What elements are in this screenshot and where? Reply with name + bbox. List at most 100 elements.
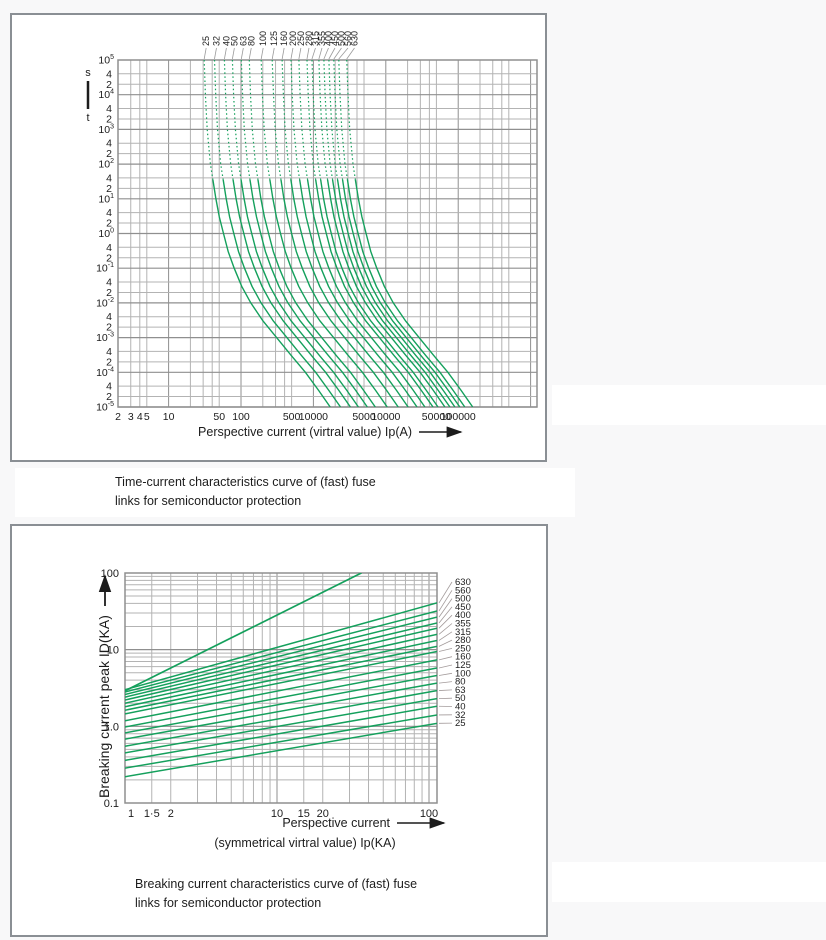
rating-label-80: 80 — [455, 677, 466, 688]
fuse-curve-500 — [341, 179, 461, 407]
fuse-curve-125 — [280, 179, 399, 407]
curve-label-80: 80 — [246, 36, 256, 46]
rating-label-32: 32 — [455, 710, 466, 721]
curve-label-450: 450 — [330, 31, 340, 46]
peak-reference-line — [125, 573, 362, 692]
svg-text:20: 20 — [317, 808, 329, 820]
svg-text:2: 2 — [106, 322, 112, 334]
background-band — [552, 385, 826, 425]
breaking-line-450 — [125, 622, 437, 698]
fuse-curve-40 — [232, 179, 351, 407]
breaking-current-chart-box: 100 10 1.0 0.1 1 1·5 2 10 15 20 100 Breaking curren… — [10, 524, 548, 937]
breaking-line-355 — [125, 633, 437, 704]
fuse-curve-160-prearc — [281, 60, 292, 180]
background-band — [552, 862, 826, 902]
fuse-curve-250 — [306, 179, 426, 407]
curve-label-40: 40 — [221, 36, 231, 46]
rating-label-315: 315 — [455, 627, 471, 638]
svg-text:3: 3 — [128, 411, 134, 423]
fuse-curve-280-prearc — [306, 60, 317, 180]
caption-line: links for semiconductor protection — [135, 896, 322, 910]
curve-label-250: 250 — [296, 31, 306, 46]
curve-label-355: 355 — [317, 31, 327, 46]
y-tick-labels: 10542104421034210242101421004210-14210-2… — [96, 54, 114, 414]
svg-text:10: 10 — [107, 645, 119, 657]
svg-text:2: 2 — [106, 79, 112, 91]
svg-text:t: t — [86, 112, 89, 124]
svg-text:10-4: 10-4 — [96, 366, 114, 379]
svg-text:100: 100 — [420, 808, 438, 820]
caption-line: Breaking current characteristics curve o… — [135, 877, 418, 891]
svg-text:(symmetrical virtral value) Ip: (symmetrical virtral value) Ip(KA) — [214, 836, 395, 850]
svg-text:10: 10 — [271, 808, 283, 820]
fuse-curve-50 — [240, 179, 359, 407]
svg-text:100: 100 — [98, 228, 114, 241]
caption-band — [15, 468, 575, 517]
svg-text:4: 4 — [106, 311, 112, 323]
rating-label-355: 355 — [455, 619, 471, 630]
breaking-line-80 — [125, 682, 437, 740]
svg-text:4: 4 — [106, 346, 112, 358]
curve-label-500: 500 — [336, 31, 346, 46]
svg-text:2: 2 — [106, 113, 112, 125]
breaking-line-250 — [125, 650, 437, 715]
svg-text:Breaking current peak ID(KA): Breaking current peak ID(KA) — [96, 615, 112, 798]
svg-text:2: 2 — [115, 411, 121, 423]
time-current-chart-box: 105 4 2 104 4 2 103 4 2 102 4 2 101 4 2 100 4 2 10-1 4 2 10-2… — [10, 13, 547, 462]
fuse-curve-200 — [299, 179, 418, 407]
fuse-curve-315 — [320, 179, 439, 407]
svg-text:10: 10 — [163, 411, 175, 423]
svg-text:500: 500 — [283, 411, 301, 423]
rating-label-400: 400 — [455, 610, 471, 621]
rating-label-63: 63 — [455, 685, 466, 696]
breaking-line-32 — [125, 714, 437, 769]
breaking-line-630 — [125, 602, 437, 691]
fuse-curve-100 — [269, 179, 388, 407]
svg-text:4: 4 — [106, 172, 112, 184]
breaking-current-chart: 100 10 1.0 0.1 1 1·5 2 10 15 20 100 Breaking curren… — [96, 568, 471, 850]
rating-label-160: 160 — [455, 652, 471, 663]
svg-text:5: 5 — [144, 411, 150, 423]
svg-text:10-5: 10-5 — [96, 401, 114, 414]
fuse-curve-450-prearc — [328, 60, 339, 180]
breaking-current-lines — [125, 573, 437, 778]
fuse-curve-80-prearc — [248, 60, 259, 180]
grid — [117, 59, 538, 408]
breaking-line-560 — [125, 610, 437, 693]
svg-text:1: 1 — [128, 808, 134, 820]
time-current-chart: 10542104421034210242101421004210-14210-2… — [85, 31, 538, 439]
svg-text:Perspective current (virtral v: Perspective current (virtral value) Ip(A… — [198, 425, 412, 439]
fuse-curve-200-prearc — [290, 60, 301, 180]
curve-label-125: 125 — [269, 31, 279, 46]
svg-text:103: 103 — [98, 123, 114, 135]
time-axis-marker: st — [85, 67, 91, 124]
fuse-curve-355 — [326, 179, 446, 407]
svg-text:10000: 10000 — [371, 411, 400, 423]
curve-label-200: 200 — [288, 31, 298, 46]
svg-text:15: 15 — [298, 808, 310, 820]
breaking-line-63 — [125, 689, 437, 747]
breaking-line-500 — [125, 616, 437, 696]
svg-text:2: 2 — [168, 808, 174, 820]
fuse-curve-125-prearc — [271, 60, 282, 180]
fuse-curve-25-prearc — [203, 60, 214, 180]
svg-text:4: 4 — [106, 207, 112, 219]
caption-line: links for semiconductor protection — [115, 494, 302, 508]
rating-label-50: 50 — [455, 693, 466, 704]
rating-label-630: 630 — [455, 577, 471, 588]
fuse-curve-160 — [290, 179, 409, 407]
rating-label-25: 25 — [455, 718, 466, 729]
curve-label-630: 630 — [349, 31, 359, 46]
svg-text:4: 4 — [106, 68, 112, 80]
rating-labels: 6305605004504003553152802501601251008063… — [438, 577, 471, 729]
svg-text:2: 2 — [106, 391, 112, 403]
svg-text:100: 100 — [101, 568, 119, 580]
curve-label-100: 100 — [258, 31, 268, 46]
rating-label-450: 450 — [455, 602, 471, 613]
fuse-curve-400 — [331, 179, 451, 407]
svg-text:1.0: 1.0 — [104, 721, 119, 733]
rating-label-40: 40 — [455, 702, 466, 713]
